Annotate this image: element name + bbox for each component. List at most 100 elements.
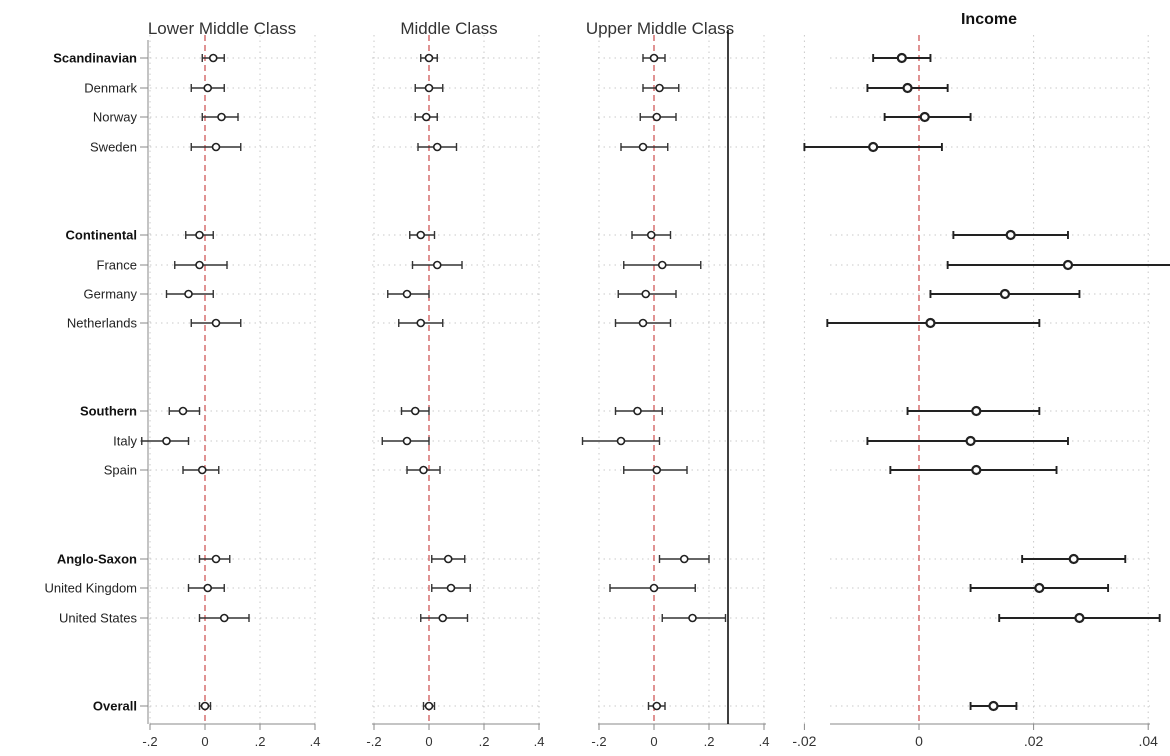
point-germany xyxy=(402,289,412,299)
point-sweden xyxy=(432,142,442,152)
point-netherlands xyxy=(638,318,648,328)
point-france xyxy=(657,260,667,270)
x-tick-label: -.2 xyxy=(591,734,606,749)
point-denmark xyxy=(424,83,434,93)
row-label-germany: Germany xyxy=(84,287,138,302)
x-tick-label: 0 xyxy=(915,733,923,749)
point-spain xyxy=(971,464,982,476)
point-anglo-saxon xyxy=(211,554,221,564)
point-southern xyxy=(178,406,188,416)
point-united-kingdom xyxy=(1034,582,1045,594)
panel-title: Upper Middle Class xyxy=(586,19,734,38)
x-tick-label: .4 xyxy=(310,734,321,749)
point-overall xyxy=(652,701,662,711)
point-united-kingdom xyxy=(649,583,659,593)
x-tick-label: -.2 xyxy=(366,734,381,749)
point-germany xyxy=(999,288,1011,300)
point-united-states xyxy=(688,613,697,623)
point-netherlands xyxy=(416,318,426,328)
panel-upper-middle-class: Upper Middle Class -.2 0 .2 .4 xyxy=(581,19,770,749)
point-united-states xyxy=(1074,612,1085,624)
point-continental xyxy=(1005,229,1016,241)
point-continental xyxy=(416,230,426,240)
point-scandinavian xyxy=(896,52,907,64)
row-label-southern: Southern xyxy=(80,404,137,419)
point-france xyxy=(1062,259,1074,271)
point-anglo-saxon xyxy=(679,554,689,564)
panel-title: Middle Class xyxy=(400,19,497,38)
point-scandinavian xyxy=(649,53,659,63)
point-denmark xyxy=(203,83,213,93)
point-spain xyxy=(419,465,428,475)
row-label-norway: Norway xyxy=(93,110,138,125)
point-united-kingdom xyxy=(203,583,213,593)
x-tick-label: -.02 xyxy=(792,733,816,749)
point-denmark xyxy=(902,82,913,94)
panels: Lower Middle Class -.2 0 .2 .4 Middle Class -.… xyxy=(141,11,1170,749)
point-norway xyxy=(919,111,930,123)
row-label-italy: Italy xyxy=(113,434,137,449)
point-southern xyxy=(410,406,420,416)
point-netherlands xyxy=(925,317,936,329)
row-label-denmark: Denmark xyxy=(84,81,137,96)
point-scandinavian xyxy=(424,53,434,63)
point-italy xyxy=(402,436,412,446)
point-sweden xyxy=(868,141,879,153)
point-norway xyxy=(217,112,226,122)
row-label-spain: Spain xyxy=(104,463,137,478)
row-labels: Scandinavian Denmark Norway Sweden Continent… xyxy=(45,40,149,724)
point-germany xyxy=(184,289,193,299)
x-tick-label: .2 xyxy=(704,734,715,749)
x-tick-label: .4 xyxy=(534,734,545,749)
point-spain xyxy=(197,465,207,475)
point-france xyxy=(432,260,442,270)
x-tick-label: 0 xyxy=(201,734,208,749)
point-united-kingdom xyxy=(446,583,456,593)
x-tick-label: .2 xyxy=(255,734,266,749)
point-united-states xyxy=(219,613,229,623)
point-overall xyxy=(424,701,434,711)
x-tick-label: .4 xyxy=(759,734,770,749)
x-tick-label: 0 xyxy=(650,734,657,749)
panel-title: Lower Middle Class xyxy=(148,19,296,38)
point-sweden xyxy=(638,142,648,152)
panel-income: Income-.020.02.04.06 xyxy=(792,11,1170,749)
point-anglo-saxon xyxy=(443,554,453,564)
point-continental xyxy=(195,230,204,240)
row-label-anglo-saxon: Anglo-Saxon xyxy=(57,552,137,567)
panel-middle-class: Middle Class -.2 0 .2 .4 xyxy=(366,19,544,749)
point-united-states xyxy=(438,613,448,623)
point-sweden xyxy=(211,142,221,152)
point-anglo-saxon xyxy=(1068,553,1079,565)
row-label-united-kingdom: United Kingdom xyxy=(45,581,138,596)
point-italy xyxy=(616,436,626,446)
point-scandinavian xyxy=(208,53,218,63)
x-tick-label: .02 xyxy=(1024,733,1044,749)
point-overall xyxy=(988,700,999,712)
point-overall xyxy=(200,701,210,711)
x-tick-label: 0 xyxy=(425,734,432,749)
row-label-sweden: Sweden xyxy=(90,140,137,155)
point-spain xyxy=(652,465,662,475)
x-tick-label: .2 xyxy=(479,734,490,749)
point-norway xyxy=(421,112,431,122)
point-southern xyxy=(633,406,642,416)
point-southern xyxy=(971,405,982,417)
point-denmark xyxy=(655,83,664,93)
point-italy xyxy=(162,436,171,446)
point-netherlands xyxy=(211,318,221,328)
point-germany xyxy=(641,289,651,299)
point-france xyxy=(195,260,204,270)
row-label-overall: Overall xyxy=(93,699,137,714)
row-label-united-states: United States xyxy=(59,611,138,626)
point-italy xyxy=(965,435,976,447)
point-norway xyxy=(652,112,662,122)
x-tick-label: .04 xyxy=(1138,733,1158,749)
x-tick-label: -.2 xyxy=(142,734,157,749)
row-label-france: France xyxy=(97,258,137,273)
panel-title: Income xyxy=(961,11,1017,28)
panel-lower-middle-class: Lower Middle Class -.2 0 .2 .4 xyxy=(141,19,321,749)
row-label-netherlands: Netherlands xyxy=(67,316,138,331)
row-label-continental: Continental xyxy=(66,228,138,243)
